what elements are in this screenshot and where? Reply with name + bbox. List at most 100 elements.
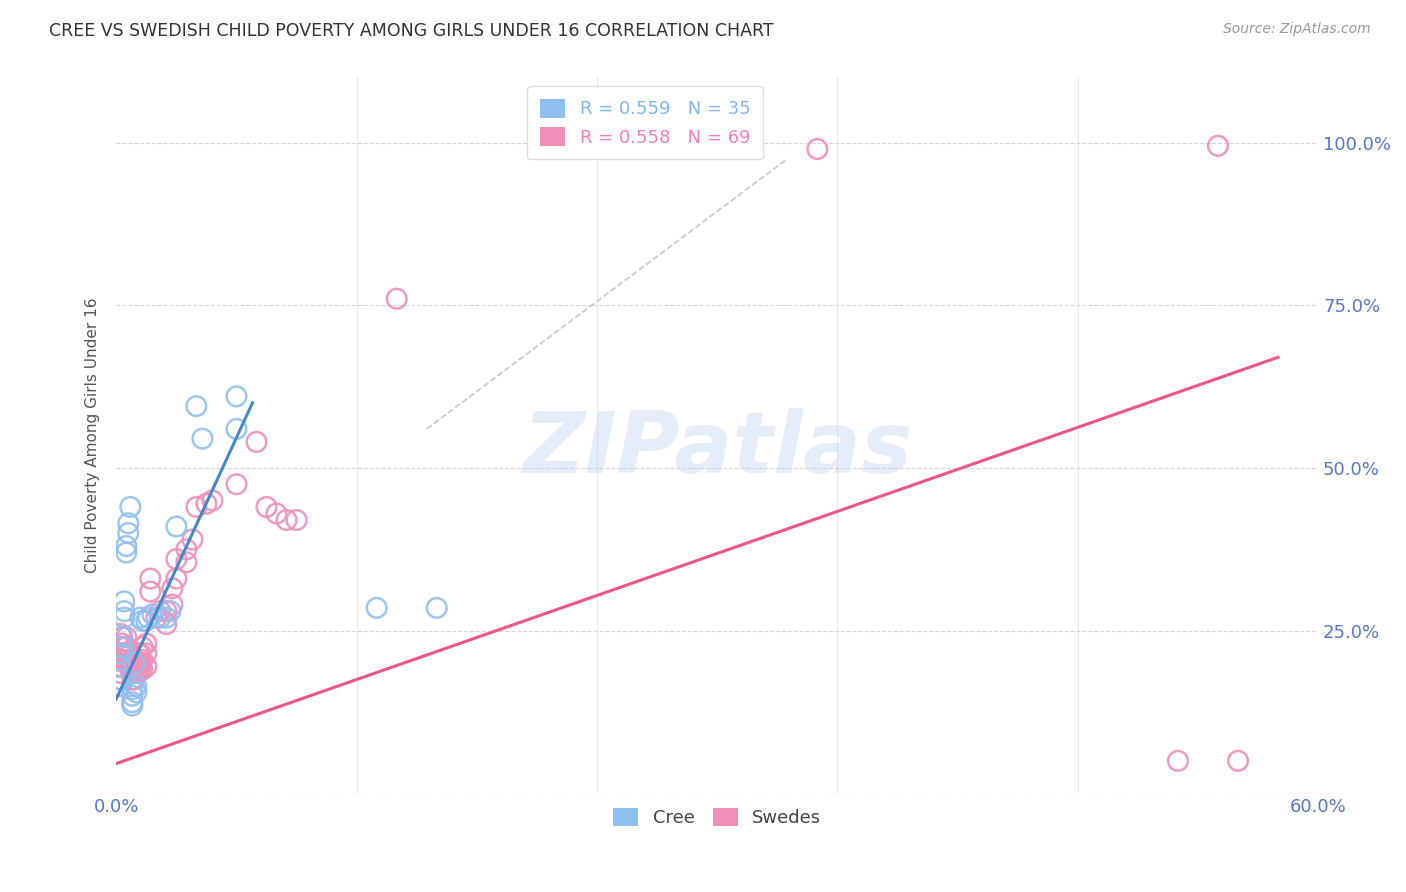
Point bbox=[124, 653, 146, 667]
Point bbox=[162, 598, 184, 612]
Point bbox=[127, 656, 149, 670]
Point bbox=[121, 673, 143, 687]
Point bbox=[127, 663, 149, 677]
Point bbox=[117, 647, 139, 661]
Point bbox=[110, 640, 132, 654]
Point bbox=[121, 695, 143, 709]
Point bbox=[115, 545, 138, 559]
Point bbox=[136, 610, 159, 624]
Point bbox=[110, 653, 132, 667]
Point bbox=[115, 640, 138, 654]
Point bbox=[139, 572, 162, 586]
Point bbox=[112, 594, 135, 608]
Point bbox=[110, 647, 132, 661]
Point bbox=[111, 630, 134, 644]
Point bbox=[112, 640, 135, 654]
Point bbox=[125, 679, 148, 693]
Point bbox=[110, 659, 132, 673]
Point bbox=[276, 513, 298, 527]
Point bbox=[111, 630, 134, 644]
Point bbox=[366, 600, 388, 615]
Point bbox=[266, 507, 288, 521]
Point bbox=[155, 604, 177, 618]
Text: CREE VS SWEDISH CHILD POVERTY AMONG GIRLS UNDER 16 CORRELATION CHART: CREE VS SWEDISH CHILD POVERTY AMONG GIRL… bbox=[49, 22, 773, 40]
Point bbox=[135, 637, 157, 651]
Point bbox=[131, 614, 153, 628]
Point bbox=[129, 663, 152, 677]
Point bbox=[125, 659, 148, 673]
Point bbox=[159, 604, 181, 618]
Point bbox=[121, 682, 143, 697]
Point bbox=[256, 500, 278, 514]
Point bbox=[110, 673, 132, 687]
Point bbox=[110, 647, 132, 661]
Point bbox=[121, 689, 143, 703]
Point bbox=[115, 630, 138, 644]
Point bbox=[149, 604, 172, 618]
Point bbox=[225, 422, 247, 436]
Point bbox=[165, 552, 187, 566]
Point bbox=[110, 679, 132, 693]
Point bbox=[426, 600, 449, 615]
Point bbox=[117, 526, 139, 541]
Point bbox=[124, 663, 146, 677]
Point bbox=[162, 582, 184, 596]
Point bbox=[165, 519, 187, 533]
Point bbox=[225, 477, 247, 491]
Point bbox=[1206, 138, 1229, 153]
Point bbox=[176, 555, 198, 569]
Point bbox=[111, 637, 134, 651]
Point bbox=[127, 647, 149, 661]
Point bbox=[135, 614, 157, 628]
Point bbox=[111, 640, 134, 654]
Point bbox=[112, 647, 135, 661]
Point bbox=[155, 610, 177, 624]
Point bbox=[120, 656, 142, 670]
Point bbox=[120, 647, 142, 661]
Point bbox=[191, 432, 214, 446]
Point bbox=[117, 656, 139, 670]
Text: Source: ZipAtlas.com: Source: ZipAtlas.com bbox=[1223, 22, 1371, 37]
Point bbox=[115, 656, 138, 670]
Point bbox=[181, 533, 204, 547]
Point bbox=[225, 389, 247, 403]
Point bbox=[129, 610, 152, 624]
Point bbox=[131, 663, 153, 677]
Point bbox=[115, 647, 138, 661]
Point bbox=[141, 607, 163, 622]
Point bbox=[110, 627, 132, 641]
Point bbox=[110, 673, 132, 687]
Point bbox=[186, 500, 208, 514]
Point bbox=[129, 647, 152, 661]
Point bbox=[195, 497, 218, 511]
Point bbox=[125, 665, 148, 680]
Point bbox=[121, 665, 143, 680]
Point bbox=[110, 659, 132, 673]
Point bbox=[145, 610, 167, 624]
Point bbox=[176, 542, 198, 557]
Point bbox=[121, 659, 143, 673]
Point bbox=[115, 539, 138, 553]
Point bbox=[385, 292, 408, 306]
Text: ZIPatlas: ZIPatlas bbox=[522, 409, 912, 491]
Point bbox=[1167, 754, 1189, 768]
Point bbox=[112, 653, 135, 667]
Point bbox=[165, 572, 187, 586]
Point bbox=[112, 610, 135, 624]
Point bbox=[110, 665, 132, 680]
Point bbox=[131, 640, 153, 654]
Point bbox=[121, 698, 143, 713]
Point bbox=[120, 663, 142, 677]
Point bbox=[117, 516, 139, 531]
Point bbox=[686, 138, 709, 153]
Point bbox=[155, 617, 177, 632]
Point bbox=[285, 513, 308, 527]
Y-axis label: Child Poverty Among Girls Under 16: Child Poverty Among Girls Under 16 bbox=[86, 298, 100, 574]
Point bbox=[120, 500, 142, 514]
Point bbox=[806, 142, 828, 156]
Point bbox=[131, 653, 153, 667]
Point bbox=[149, 610, 172, 624]
Point bbox=[1227, 754, 1250, 768]
Point bbox=[186, 399, 208, 413]
Point bbox=[112, 604, 135, 618]
